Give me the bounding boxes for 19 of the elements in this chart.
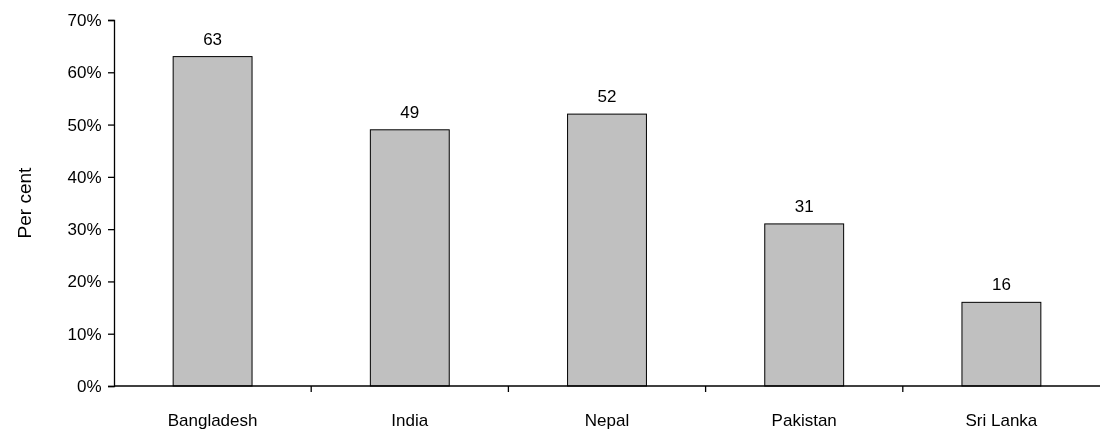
y-tick-label: 0% [77,376,102,396]
y-tick-label: 70% [67,10,102,30]
x-tick-label: Bangladesh [167,411,258,430]
x-tick-label: Nepal [584,411,630,430]
y-tick-label: 60% [67,63,102,83]
x-tick-label: Sri Lanka [965,411,1038,430]
y-tick-label: 30% [67,220,102,240]
y-tick-label: 10% [67,324,102,344]
data-label: 31 [794,196,814,216]
y-tick-label: 40% [67,167,102,187]
x-tick-label: India [391,411,429,430]
data-label: 52 [597,87,617,107]
data-label: 63 [203,29,223,49]
x-tick-label: Pakistan [771,411,837,430]
y-axis-title: Per cent [14,166,35,239]
data-label: 49 [400,102,420,122]
data-label: 16 [991,275,1011,295]
y-tick-label: 20% [67,272,102,292]
y-tick-label: 50% [67,115,102,135]
